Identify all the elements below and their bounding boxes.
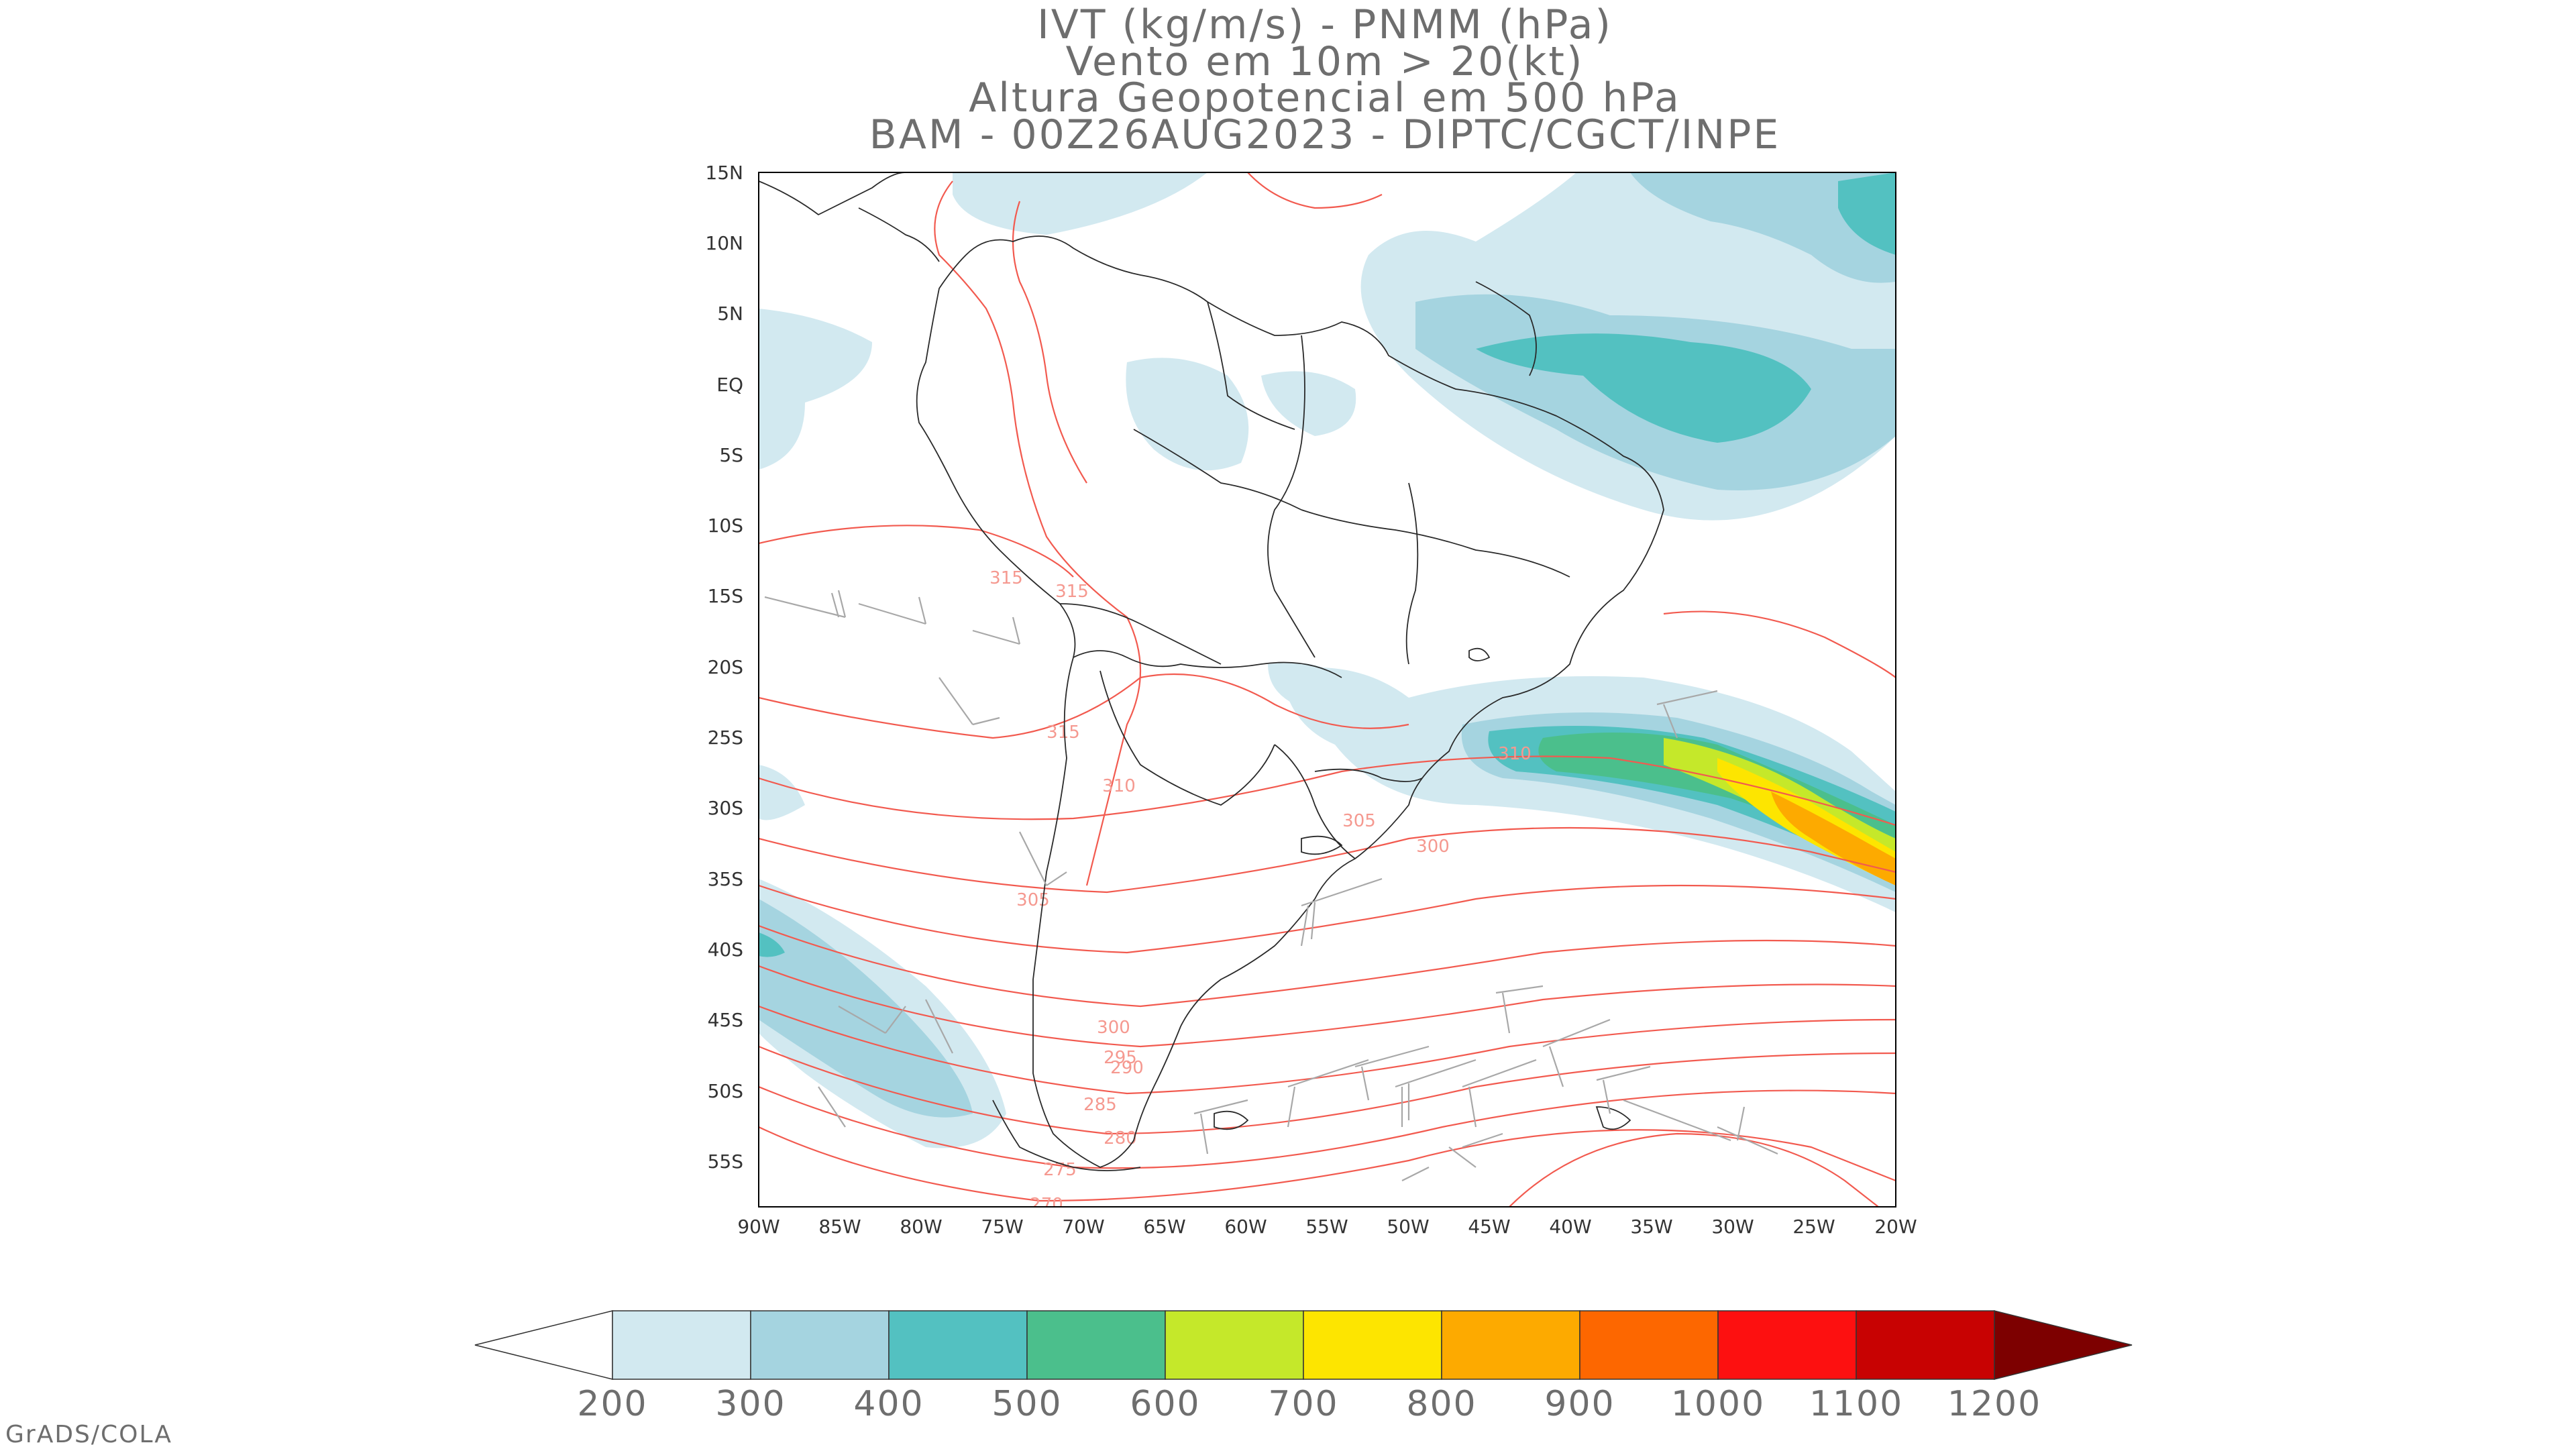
- title-line-2: Vento em 10m > 20(kt): [1066, 38, 1585, 85]
- lat-label: 5N: [717, 303, 743, 325]
- contour-label: 315: [1046, 722, 1080, 743]
- colorbar-swatch: [1579, 1310, 1719, 1380]
- lon-label: 90W: [737, 1216, 780, 1238]
- lat-label: 10S: [708, 515, 743, 537]
- colorbar-tick: 400: [853, 1384, 924, 1424]
- lon-label: 30W: [1711, 1216, 1754, 1238]
- lat-label: 50S: [708, 1080, 743, 1102]
- colorbar-tick: 900: [1544, 1384, 1615, 1424]
- colorbar-high-arrow: [1994, 1310, 2133, 1380]
- lat-label: 30S: [708, 797, 743, 819]
- lat-label: 40S: [708, 938, 743, 961]
- lon-label: 25W: [1792, 1216, 1835, 1238]
- colorbar-tick: 600: [1130, 1384, 1200, 1424]
- colorbar-tick: 200: [577, 1384, 647, 1424]
- lat-label: 45S: [708, 1009, 743, 1031]
- contour-label: 300: [1416, 837, 1450, 857]
- title-block: IVT (kg/m/s) - PNMM (hPa) Vento em 10m >…: [869, 1, 1781, 158]
- colorbar-swatch: [1717, 1310, 1857, 1380]
- lon-label: 50W: [1387, 1216, 1429, 1238]
- lon-label: 85W: [818, 1216, 861, 1238]
- lon-label: 45W: [1468, 1216, 1510, 1238]
- lat-label: 10N: [705, 232, 743, 254]
- map-frame: [758, 172, 1896, 1208]
- lat-label: 25S: [708, 727, 743, 749]
- contour-label: 285: [1083, 1095, 1117, 1115]
- longitude-labels: 90W 85W 80W 75W 70W 65W 60W 55W 50W 45W …: [737, 1216, 1917, 1238]
- contour-label: 315: [1055, 582, 1089, 602]
- colorbar-tick: 800: [1406, 1384, 1477, 1424]
- footer-credit: GrADS/COLA: [5, 1421, 172, 1448]
- colorbar-tick: 1000: [1671, 1384, 1765, 1424]
- colorbar-swatch: [1856, 1310, 1995, 1380]
- lon-label: 70W: [1062, 1216, 1104, 1238]
- colorbar-tick: 500: [991, 1384, 1062, 1424]
- title-line-4: BAM - 00Z26AUG2023 - DIPTC/CGCT/INPE: [869, 111, 1781, 158]
- lon-label: 60W: [1224, 1216, 1267, 1238]
- lon-label: 65W: [1143, 1216, 1185, 1238]
- contour-label: 305: [1342, 811, 1376, 831]
- colorbar: [474, 1310, 2133, 1380]
- title-line-3: Altura Geopotencial em 500 hPa: [969, 74, 1681, 121]
- colorbar-tick: 700: [1268, 1384, 1338, 1424]
- ivt-shading: [759, 172, 1896, 1148]
- lat-label: 20S: [708, 656, 743, 678]
- contour-label: 305: [1016, 890, 1050, 910]
- title-line-1: IVT (kg/m/s) - PNMM (hPa): [1037, 1, 1613, 48]
- contour-label: 270: [1030, 1195, 1063, 1215]
- lon-label: 35W: [1630, 1216, 1672, 1238]
- colorbar-ticks: 200 300 400 500 600 700 800 900 1000 110…: [577, 1384, 2041, 1424]
- lat-label: 35S: [708, 868, 743, 890]
- colorbar-swatch: [1303, 1310, 1442, 1380]
- contour-labels: 315 315 315 310 305 300 310 305 300 295 …: [989, 568, 1532, 1215]
- colorbar-swatch: [612, 1310, 751, 1380]
- lat-label: 15S: [708, 585, 743, 607]
- contour-label: 310: [1498, 744, 1532, 764]
- colorbar-swatch: [750, 1310, 890, 1380]
- lat-label: 15N: [705, 162, 743, 184]
- contour-label: 315: [989, 568, 1023, 588]
- lon-label: 40W: [1549, 1216, 1591, 1238]
- lon-label: 80W: [900, 1216, 942, 1238]
- coastlines: [759, 172, 1664, 1171]
- colorbar-low-arrow: [474, 1310, 613, 1380]
- contour-label: 295: [1104, 1048, 1137, 1068]
- lon-label: 20W: [1874, 1216, 1917, 1238]
- colorbar-swatch: [1026, 1310, 1166, 1380]
- geopotential-contours: [759, 172, 1896, 1207]
- latitude-labels: 15N 10N 5N EQ 5S 10S 15S 20S 25S 30S 35S…: [705, 162, 743, 1173]
- contour-label: 310: [1102, 776, 1136, 796]
- lat-label: 55S: [708, 1150, 743, 1173]
- contour-label: 290: [1110, 1058, 1144, 1078]
- lon-label: 75W: [981, 1216, 1023, 1238]
- lat-label: EQ: [716, 374, 743, 396]
- colorbar-tick: 300: [715, 1384, 786, 1424]
- lat-label: 5S: [719, 444, 743, 466]
- colorbar-swatch: [1165, 1310, 1304, 1380]
- wind-barbs: [764, 590, 1778, 1181]
- colorbar-tick: 1200: [1947, 1384, 2041, 1424]
- contour-label: 300: [1097, 1018, 1130, 1038]
- colorbar-swatch: [1441, 1310, 1580, 1380]
- colorbar-swatch: [888, 1310, 1028, 1380]
- map-area: 315 315 315 310 305 300 310 305 300 295 …: [759, 172, 1896, 1215]
- contour-label: 280: [1104, 1128, 1137, 1148]
- colorbar-tick: 1100: [1809, 1384, 1903, 1424]
- lon-label: 55W: [1305, 1216, 1348, 1238]
